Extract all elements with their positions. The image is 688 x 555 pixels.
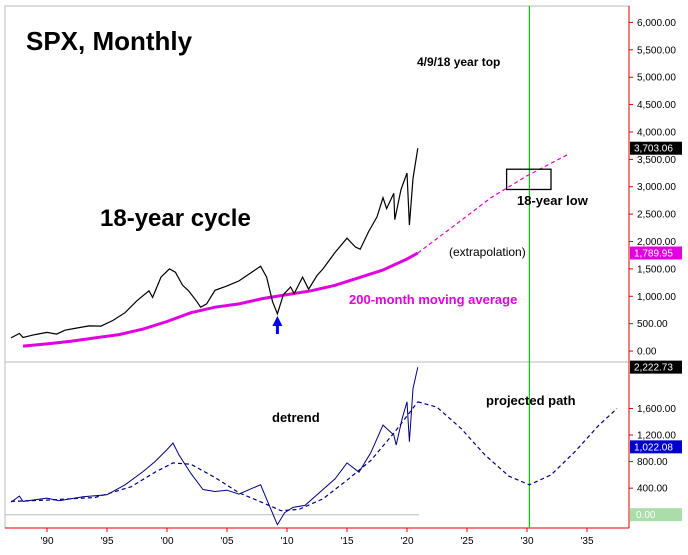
lower-y-tick-label: 1,200.00 [637, 431, 676, 442]
x-tick-label: '95 [100, 536, 113, 547]
lower-y-tick-label: 800.00 [637, 457, 668, 468]
zero-value-box: 0.00 [630, 508, 682, 522]
low-target-box [505, 168, 552, 191]
ma-label: 200-month moving average [349, 292, 517, 307]
top-label: 4/9/18 year top [417, 55, 500, 69]
low-marker-arrow-icon [272, 316, 283, 334]
detrend-line [10, 367, 419, 526]
smooth-value-box: 1,022.08 [630, 440, 682, 454]
detrend-label: detrend [272, 410, 320, 425]
low-label: 18-year low [517, 193, 589, 208]
upper-y-tick-label: 2,500.00 [637, 210, 676, 221]
upper-panel-frame [4, 5, 630, 363]
price-line [10, 148, 419, 339]
projected-label: projected path [486, 393, 576, 408]
x-tick-label: '20 [400, 536, 413, 547]
zero-value: 0.00 [636, 510, 656, 521]
x-tick-label: '00 [160, 536, 173, 547]
lower-panel-frame [4, 361, 630, 529]
upper-y-tick-label: 500.00 [637, 319, 668, 330]
x-tick-label: '25 [460, 536, 473, 547]
moving-average-line [22, 251, 419, 348]
upper-y-tick-label: 1,500.00 [637, 264, 676, 275]
chart-title: SPX, Monthly [26, 26, 193, 56]
detrend-value-box: 2,222.73 [630, 360, 682, 374]
ma-value: 1,789.95 [634, 249, 673, 260]
cycle-label: 18-year cycle [100, 205, 251, 232]
lower-y-tick-label: 400.00 [637, 484, 668, 495]
upper-y-tick-label: 3,500.00 [637, 155, 676, 166]
extrapolation-label: (extrapolation) [449, 245, 526, 259]
last-price-box: 3,703.06 [630, 141, 682, 155]
upper-y-tick-label: 5,000.00 [637, 73, 676, 84]
upper-y-tick-label: 4,500.00 [637, 100, 676, 111]
upper-y-tick-label: 5,500.00 [637, 45, 676, 56]
smooth-last-value: 1,022.08 [634, 442, 673, 453]
x-ticks: '90 '95 '00 '05 '10 '15 '20 '25 '30 '35 [40, 528, 594, 547]
upper-y-ticks: 0.00 500.00 1,000.00 1,500.00 2,000.00 2,500.… [629, 18, 676, 358]
x-tick-label: '35 [580, 536, 593, 547]
x-tick-label: '15 [340, 536, 353, 547]
x-tick-label: '90 [40, 536, 53, 547]
upper-y-tick-label: 2,000.00 [637, 237, 676, 248]
x-tick-label: '10 [280, 536, 293, 547]
x-tick-label: '05 [220, 536, 233, 547]
projected-path-line [417, 401, 618, 486]
upper-y-tick-label: 3,000.00 [637, 182, 676, 193]
upper-y-tick-label: 1,000.00 [637, 292, 676, 303]
detrend-smooth-line [10, 401, 419, 512]
lower-y-tick-label: 1,600.00 [637, 404, 676, 415]
upper-y-tick-label: 6,000.00 [637, 18, 676, 29]
upper-y-tick-label: 0.00 [637, 347, 657, 358]
upper-y-tick-label: 4,000.00 [637, 127, 676, 138]
x-tick-label: '30 [520, 536, 533, 547]
ma-value-box: 1,789.95 [630, 246, 682, 260]
lower-y-ticks: 400.00 800.00 1,200.00 1,600.00 [629, 404, 676, 495]
extrapolation-line [417, 153, 570, 254]
last-price-value: 3,703.06 [634, 144, 673, 155]
detrend-last-value: 2,222.73 [634, 363, 673, 374]
